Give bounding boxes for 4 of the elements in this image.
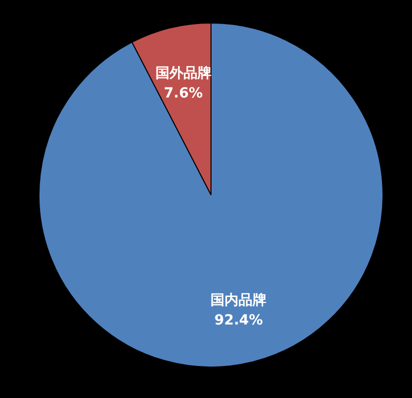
pie-slice [38,22,384,368]
data-label: 92.4% [214,312,263,329]
data-label: 7.6% [164,85,203,102]
slice-label: 国内品牌 [210,292,267,309]
